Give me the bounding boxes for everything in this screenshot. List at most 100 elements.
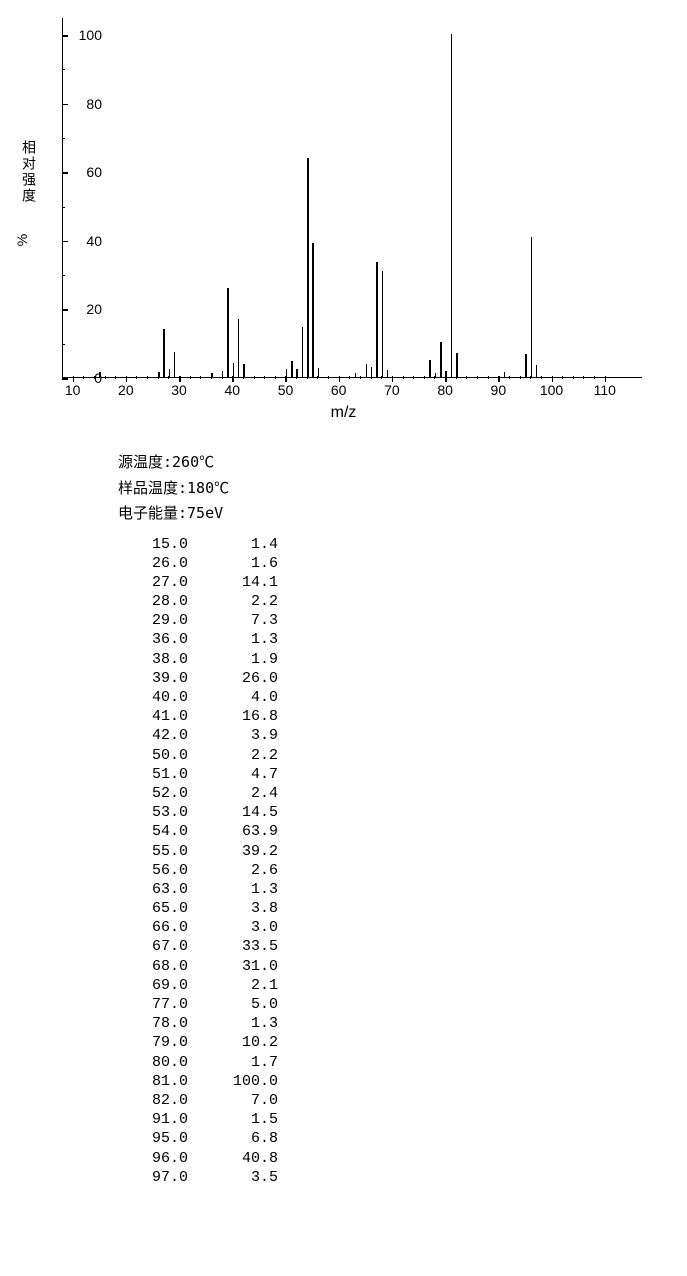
intensity-cell: 31.0 — [188, 957, 278, 976]
x-tick-minor — [105, 376, 106, 379]
intensity-cell: 3.5 — [188, 1168, 278, 1187]
mz-cell: 79.0 — [118, 1033, 188, 1052]
intensity-cell: 1.3 — [188, 1014, 278, 1033]
y-tick-minor — [62, 207, 65, 208]
mz-cell: 27.0 — [118, 573, 188, 592]
x-tick-minor — [200, 376, 201, 379]
mz-cell: 28.0 — [118, 592, 188, 611]
table-row: 63.01.3 — [118, 880, 687, 899]
x-tick-minor — [520, 376, 521, 379]
mz-cell: 29.0 — [118, 611, 188, 630]
x-tick-minor — [264, 376, 265, 379]
spectrum-peak — [382, 271, 384, 377]
x-tick-minor — [222, 376, 223, 379]
table-row: 15.01.4 — [118, 535, 687, 554]
mz-cell: 52.0 — [118, 784, 188, 803]
mz-cell: 95.0 — [118, 1129, 188, 1148]
intensity-cell: 100.0 — [188, 1072, 278, 1091]
mz-cell: 42.0 — [118, 726, 188, 745]
mz-cell: 77.0 — [118, 995, 188, 1014]
mz-cell: 53.0 — [118, 803, 188, 822]
x-tick-minor — [211, 376, 212, 379]
mz-cell: 38.0 — [118, 650, 188, 669]
intensity-cell: 33.5 — [188, 937, 278, 956]
table-row: 42.03.9 — [118, 726, 687, 745]
intensity-cell: 2.2 — [188, 592, 278, 611]
mz-cell: 65.0 — [118, 899, 188, 918]
mz-cell: 41.0 — [118, 707, 188, 726]
x-tick-minor — [190, 376, 191, 379]
intensity-cell: 2.4 — [188, 784, 278, 803]
spectrum-peak — [366, 364, 368, 377]
peak-data-table: 15.01.426.01.627.014.128.02.229.07.336.0… — [118, 535, 687, 1187]
y-tick-label: 20 — [86, 301, 102, 317]
intensity-cell: 4.0 — [188, 688, 278, 707]
table-row: 54.063.9 — [118, 822, 687, 841]
x-tick-minor — [509, 376, 510, 379]
x-tick-mark — [339, 376, 341, 382]
mz-cell: 69.0 — [118, 976, 188, 995]
spectrum-peak — [233, 363, 235, 377]
x-tick-label: 90 — [491, 382, 507, 398]
table-row: 28.02.2 — [118, 592, 687, 611]
spectrum-peak — [504, 372, 506, 377]
intensity-cell: 10.2 — [188, 1033, 278, 1052]
mz-cell: 91.0 — [118, 1110, 188, 1129]
table-row: 65.03.8 — [118, 899, 687, 918]
intensity-cell: 1.7 — [188, 1053, 278, 1072]
intensity-cell: 1.4 — [188, 535, 278, 554]
y-tick-minor — [62, 138, 65, 139]
x-tick-minor — [147, 376, 148, 379]
spectrum-peak — [451, 34, 453, 377]
spectrum-peak — [312, 243, 314, 377]
x-tick-minor — [488, 376, 489, 379]
table-row: 78.01.3 — [118, 1014, 687, 1033]
table-row: 27.014.1 — [118, 573, 687, 592]
x-tick-label: 80 — [437, 382, 453, 398]
x-tick-minor — [243, 376, 244, 379]
x-tick-minor — [360, 376, 361, 379]
intensity-cell: 1.6 — [188, 554, 278, 573]
spectrum-peak — [227, 288, 229, 377]
x-tick-minor — [83, 376, 84, 379]
mz-cell: 56.0 — [118, 861, 188, 880]
intensity-cell: 4.7 — [188, 765, 278, 784]
table-row: 81.0100.0 — [118, 1072, 687, 1091]
intensity-cell: 3.8 — [188, 899, 278, 918]
mz-cell: 40.0 — [118, 688, 188, 707]
mz-cell: 81.0 — [118, 1072, 188, 1091]
intensity-cell: 2.2 — [188, 746, 278, 765]
x-tick-label: 30 — [171, 382, 187, 398]
x-tick-minor — [434, 376, 435, 379]
table-row: 39.026.0 — [118, 669, 687, 688]
y-tick-mark — [62, 172, 68, 174]
table-row: 40.04.0 — [118, 688, 687, 707]
mz-cell: 15.0 — [118, 535, 188, 554]
spectrum-peak — [429, 360, 431, 377]
spectrum-peak — [440, 342, 442, 377]
x-tick-minor — [477, 376, 478, 379]
intensity-cell: 7.3 — [188, 611, 278, 630]
spectrum-peak — [243, 364, 245, 377]
x-tick-minor — [136, 376, 137, 379]
mz-cell: 39.0 — [118, 669, 188, 688]
x-tick-label: 60 — [331, 382, 347, 398]
x-tick-minor — [424, 376, 425, 379]
table-row: 97.03.5 — [118, 1168, 687, 1187]
x-tick-mark — [445, 376, 447, 382]
x-tick-minor — [254, 376, 255, 379]
x-tick-mark — [285, 376, 287, 382]
table-row: 38.01.9 — [118, 650, 687, 669]
intensity-cell: 63.9 — [188, 822, 278, 841]
intensity-cell: 5.0 — [188, 995, 278, 1014]
table-row: 55.039.2 — [118, 842, 687, 861]
metadata-block: 源温度:260℃ 样品温度:180℃ 电子能量:75eV — [118, 450, 687, 527]
x-tick-minor — [594, 376, 595, 379]
x-tick-minor — [94, 376, 95, 379]
table-row: 77.05.0 — [118, 995, 687, 1014]
mass-spectrum-chart: 相对强度 % m/z 02040608010010203040506070809… — [0, 0, 687, 440]
intensity-cell: 1.9 — [188, 650, 278, 669]
sample-temp-row: 样品温度:180℃ — [118, 476, 687, 502]
x-axis-label: m/z — [331, 404, 357, 422]
mz-cell: 68.0 — [118, 957, 188, 976]
